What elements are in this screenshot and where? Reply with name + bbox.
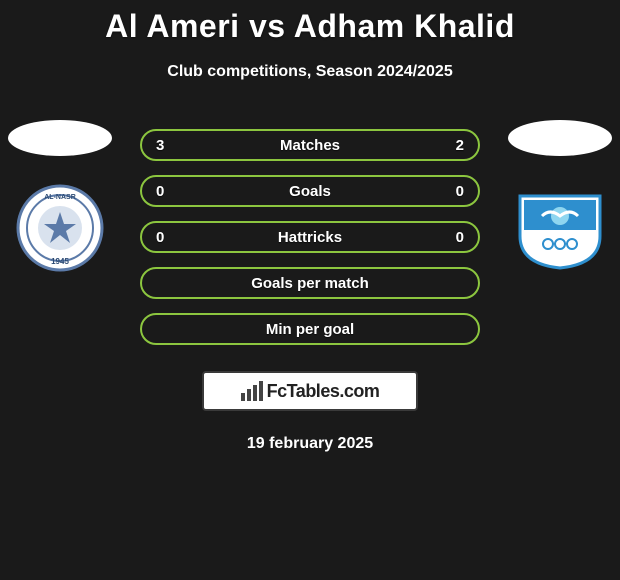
stat-right-value: 0 bbox=[456, 223, 464, 251]
player-left-column: AL-NASR 1945 bbox=[8, 120, 112, 270]
stat-label: Min per goal bbox=[266, 321, 354, 338]
stat-right-value: 2 bbox=[456, 131, 464, 159]
stat-row-goals: 0 Goals 0 bbox=[140, 175, 480, 207]
brand-logo: FcTables.com bbox=[202, 371, 418, 411]
stat-row-min-per-goal: Min per goal bbox=[140, 313, 480, 345]
club-year-left: 1945 bbox=[51, 257, 69, 266]
stat-right-value: 0 bbox=[456, 177, 464, 205]
club-badge-left-icon: AL-NASR 1945 bbox=[16, 184, 104, 272]
bar-chart-icon bbox=[241, 381, 263, 401]
date-caption: 19 february 2025 bbox=[0, 435, 620, 453]
stat-row-goals-per-match: Goals per match bbox=[140, 267, 480, 299]
stat-row-matches: 3 Matches 2 bbox=[140, 129, 480, 161]
club-badge-right bbox=[510, 186, 610, 270]
brand-text: FcTables.com bbox=[267, 381, 380, 402]
subtitle: Club competitions, Season 2024/2025 bbox=[0, 63, 620, 81]
player-left-silhouette bbox=[8, 120, 112, 156]
stat-left-value: 0 bbox=[156, 177, 164, 205]
stat-row-hattricks: 0 Hattricks 0 bbox=[140, 221, 480, 253]
stat-label: Goals bbox=[289, 183, 331, 200]
stat-label: Matches bbox=[280, 137, 340, 154]
club-badge-left: AL-NASR 1945 bbox=[10, 186, 110, 270]
stat-label: Hattricks bbox=[278, 229, 342, 246]
club-name-left: AL-NASR bbox=[44, 194, 76, 201]
page-title: Al Ameri vs Adham Khalid bbox=[0, 0, 620, 45]
stat-left-value: 0 bbox=[156, 223, 164, 251]
player-right-silhouette bbox=[508, 120, 612, 156]
club-badge-right-icon bbox=[510, 186, 610, 270]
stat-left-value: 3 bbox=[156, 131, 164, 159]
stat-label: Goals per match bbox=[251, 275, 369, 292]
player-right-column bbox=[508, 120, 612, 270]
